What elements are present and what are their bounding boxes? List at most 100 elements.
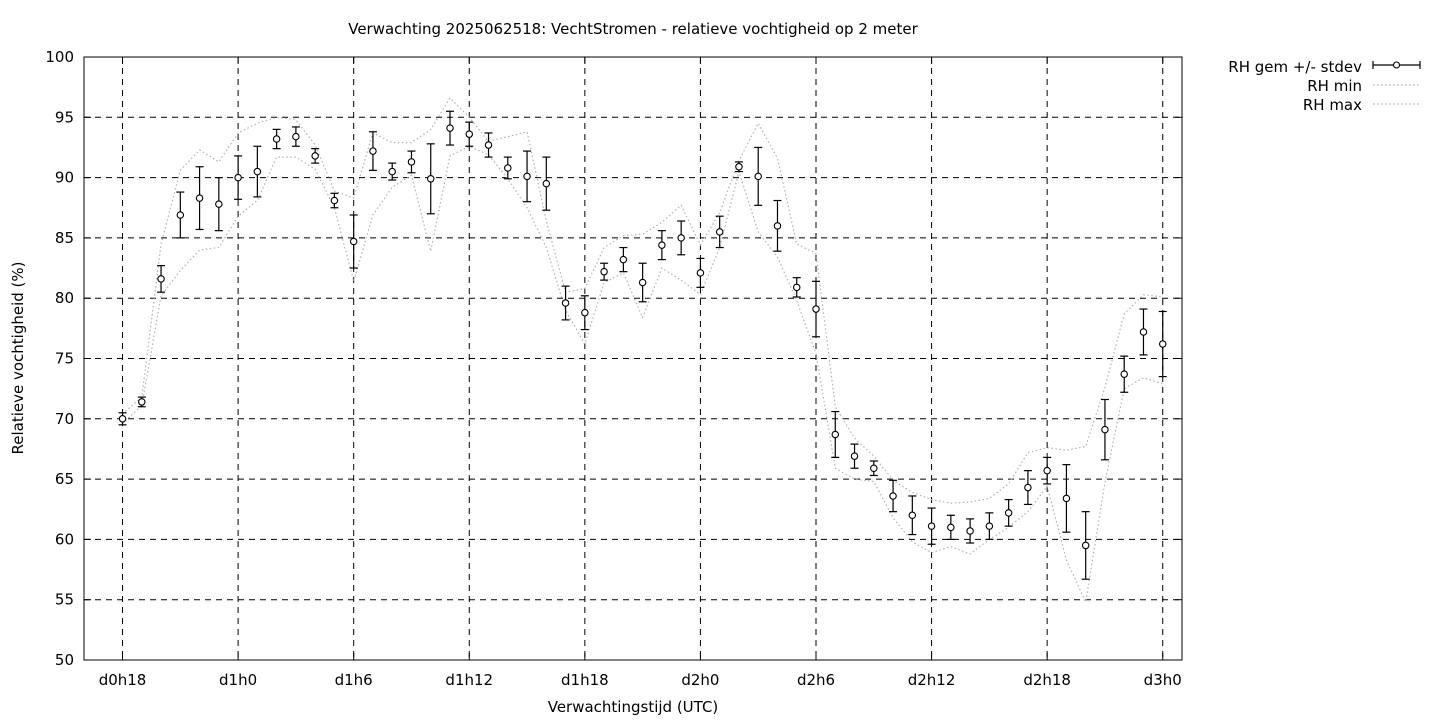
y-axis-label: Relatieve vochtigheid (%): [9, 261, 27, 454]
mean-marker: [446, 124, 454, 132]
mean-marker: [504, 164, 512, 172]
mean-marker: [561, 299, 570, 307]
mean-marker: [157, 275, 165, 283]
mean-marker: [735, 162, 743, 171]
mean-marker: [966, 527, 974, 535]
mean-marker: [1043, 466, 1051, 475]
mean-point: [966, 518, 975, 544]
mean-point: [1062, 464, 1071, 533]
mean-point: [1139, 308, 1148, 356]
y-tick-label: 90: [55, 169, 74, 187]
mean-marker: [889, 492, 897, 500]
mean-point: [157, 265, 166, 293]
x-tick-label: d3h0: [1144, 671, 1182, 689]
mean-point: [754, 146, 763, 206]
y-tick-label: 70: [55, 410, 74, 428]
mean-point: [311, 148, 320, 164]
mean-marker: [407, 158, 416, 166]
mean-marker: [118, 415, 127, 423]
mean-marker: [484, 141, 493, 149]
y-tick-label: 100: [45, 48, 74, 66]
x-axis-ticks: d0h18 d1h0 d1h6 d1h12 d1h18 d2h0 d2h6 d2h12 d2h1…: [99, 57, 1182, 689]
mean-point: [426, 143, 435, 215]
mean-marker: [195, 194, 204, 202]
mean-point: [580, 295, 589, 331]
mean-point: [484, 132, 493, 158]
mean-point: [869, 460, 878, 477]
y-tick-label: 55: [55, 591, 74, 609]
x-tick-label: d2h12: [908, 671, 956, 689]
mean-point: [195, 166, 204, 231]
mean-point: [792, 277, 801, 298]
y-tick-label: 50: [55, 651, 74, 669]
mean-point: [330, 192, 339, 209]
mean-marker: [870, 464, 878, 472]
x-tick-label: d1h18: [561, 671, 609, 689]
mean-marker: [292, 132, 300, 141]
mean-marker: [927, 522, 936, 530]
mean-point: [927, 507, 936, 545]
mean-point: [368, 131, 377, 171]
mean-marker: [215, 200, 223, 208]
mean-marker: [696, 269, 705, 277]
mean-point: [1081, 511, 1090, 580]
mean-marker: [426, 175, 435, 183]
mean-point: [407, 150, 416, 174]
mean-point: [1100, 398, 1109, 461]
x-tick-label: d1h6: [335, 671, 373, 689]
mean-point: [465, 121, 474, 147]
x-tick-label: d2h0: [681, 671, 719, 689]
mean-marker: [349, 237, 358, 246]
mean-marker: [715, 228, 724, 236]
mean-point: [214, 177, 223, 232]
mean-point: [349, 214, 358, 269]
mean-marker: [253, 167, 262, 176]
mean-marker: [330, 196, 339, 205]
y-axis-ticks: 50 55 60 65 70 75 80 85 90 95 100: [45, 48, 1182, 669]
x-axis-label: Verwachtingstijd (UTC): [548, 698, 719, 716]
mean-marker: [658, 241, 666, 249]
mean-marker: [1062, 494, 1071, 503]
mean-point: [542, 156, 551, 211]
mean-marker: [234, 173, 242, 182]
y-tick-label: 75: [55, 350, 74, 368]
mean-marker: [850, 452, 859, 460]
mean-point: [657, 230, 666, 261]
mean-point: [985, 512, 994, 541]
mean-marker: [388, 167, 396, 176]
x-tick-label: d1h0: [219, 671, 257, 689]
mean-marker: [311, 152, 319, 160]
mean-point: [850, 443, 859, 469]
x-tick-label: d2h6: [797, 671, 835, 689]
mean-point: [600, 262, 609, 281]
mean-point: [503, 156, 512, 180]
mean-point: [773, 199, 782, 252]
mean-point: [1004, 499, 1013, 527]
mean-point: [234, 155, 243, 200]
grid-lines: [84, 57, 1182, 660]
mean-marker: [985, 522, 994, 530]
mean-point: [638, 262, 647, 303]
mean-point: [253, 145, 262, 198]
mean-marker: [773, 222, 782, 230]
legend-label-mean: RH gem +/- stdev: [1228, 58, 1362, 76]
mean-point: [715, 215, 724, 249]
mean-point: [677, 220, 686, 256]
mean-marker: [542, 179, 551, 188]
mean-point: [1120, 355, 1129, 393]
mean-marker: [176, 211, 185, 219]
legend-swatch-marker: [1392, 61, 1401, 69]
mean-marker: [581, 308, 589, 317]
mean-marker: [831, 430, 840, 439]
mean-marker: [1081, 541, 1090, 550]
series-rh-min-line: [122, 145, 1163, 605]
legend: RH gem +/- stdev RH min RH max: [1228, 58, 1421, 114]
mean-marker: [523, 172, 531, 181]
mean-point: [619, 246, 628, 273]
mean-point: [1023, 470, 1032, 506]
mean-marker: [369, 147, 377, 155]
mean-marker: [1101, 425, 1109, 434]
plot-border: [83, 56, 1183, 661]
mean-marker: [138, 398, 146, 406]
